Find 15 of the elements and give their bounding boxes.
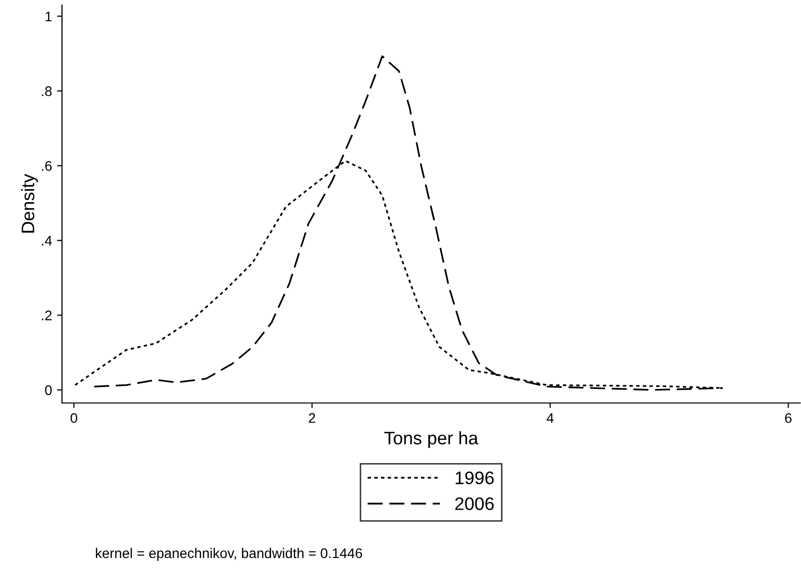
text: kernel = epanechnikov, bandwidth = 0.1446 (96, 548, 362, 561)
legend-label: 2006 (455, 497, 494, 510)
y-tick-label: .6 (42, 161, 52, 171)
legend-label: 1996 (456, 471, 494, 484)
y-tick-label: .8 (42, 86, 52, 96)
x-tick-label: 2 (308, 413, 316, 423)
y-tick-label: .4 (42, 236, 52, 246)
y-tick-label: 0 (45, 385, 52, 396)
x-axis-title: Tons per ha (384, 431, 478, 448)
y-tick-label: .2 (42, 310, 52, 320)
y-tick-label: 1 (46, 12, 52, 22)
x-tick-label: 0 (70, 413, 78, 423)
y-axis-title: Density (21, 174, 38, 233)
x-tick-label: 6 (785, 413, 792, 423)
x-tick-label: 4 (546, 413, 554, 423)
